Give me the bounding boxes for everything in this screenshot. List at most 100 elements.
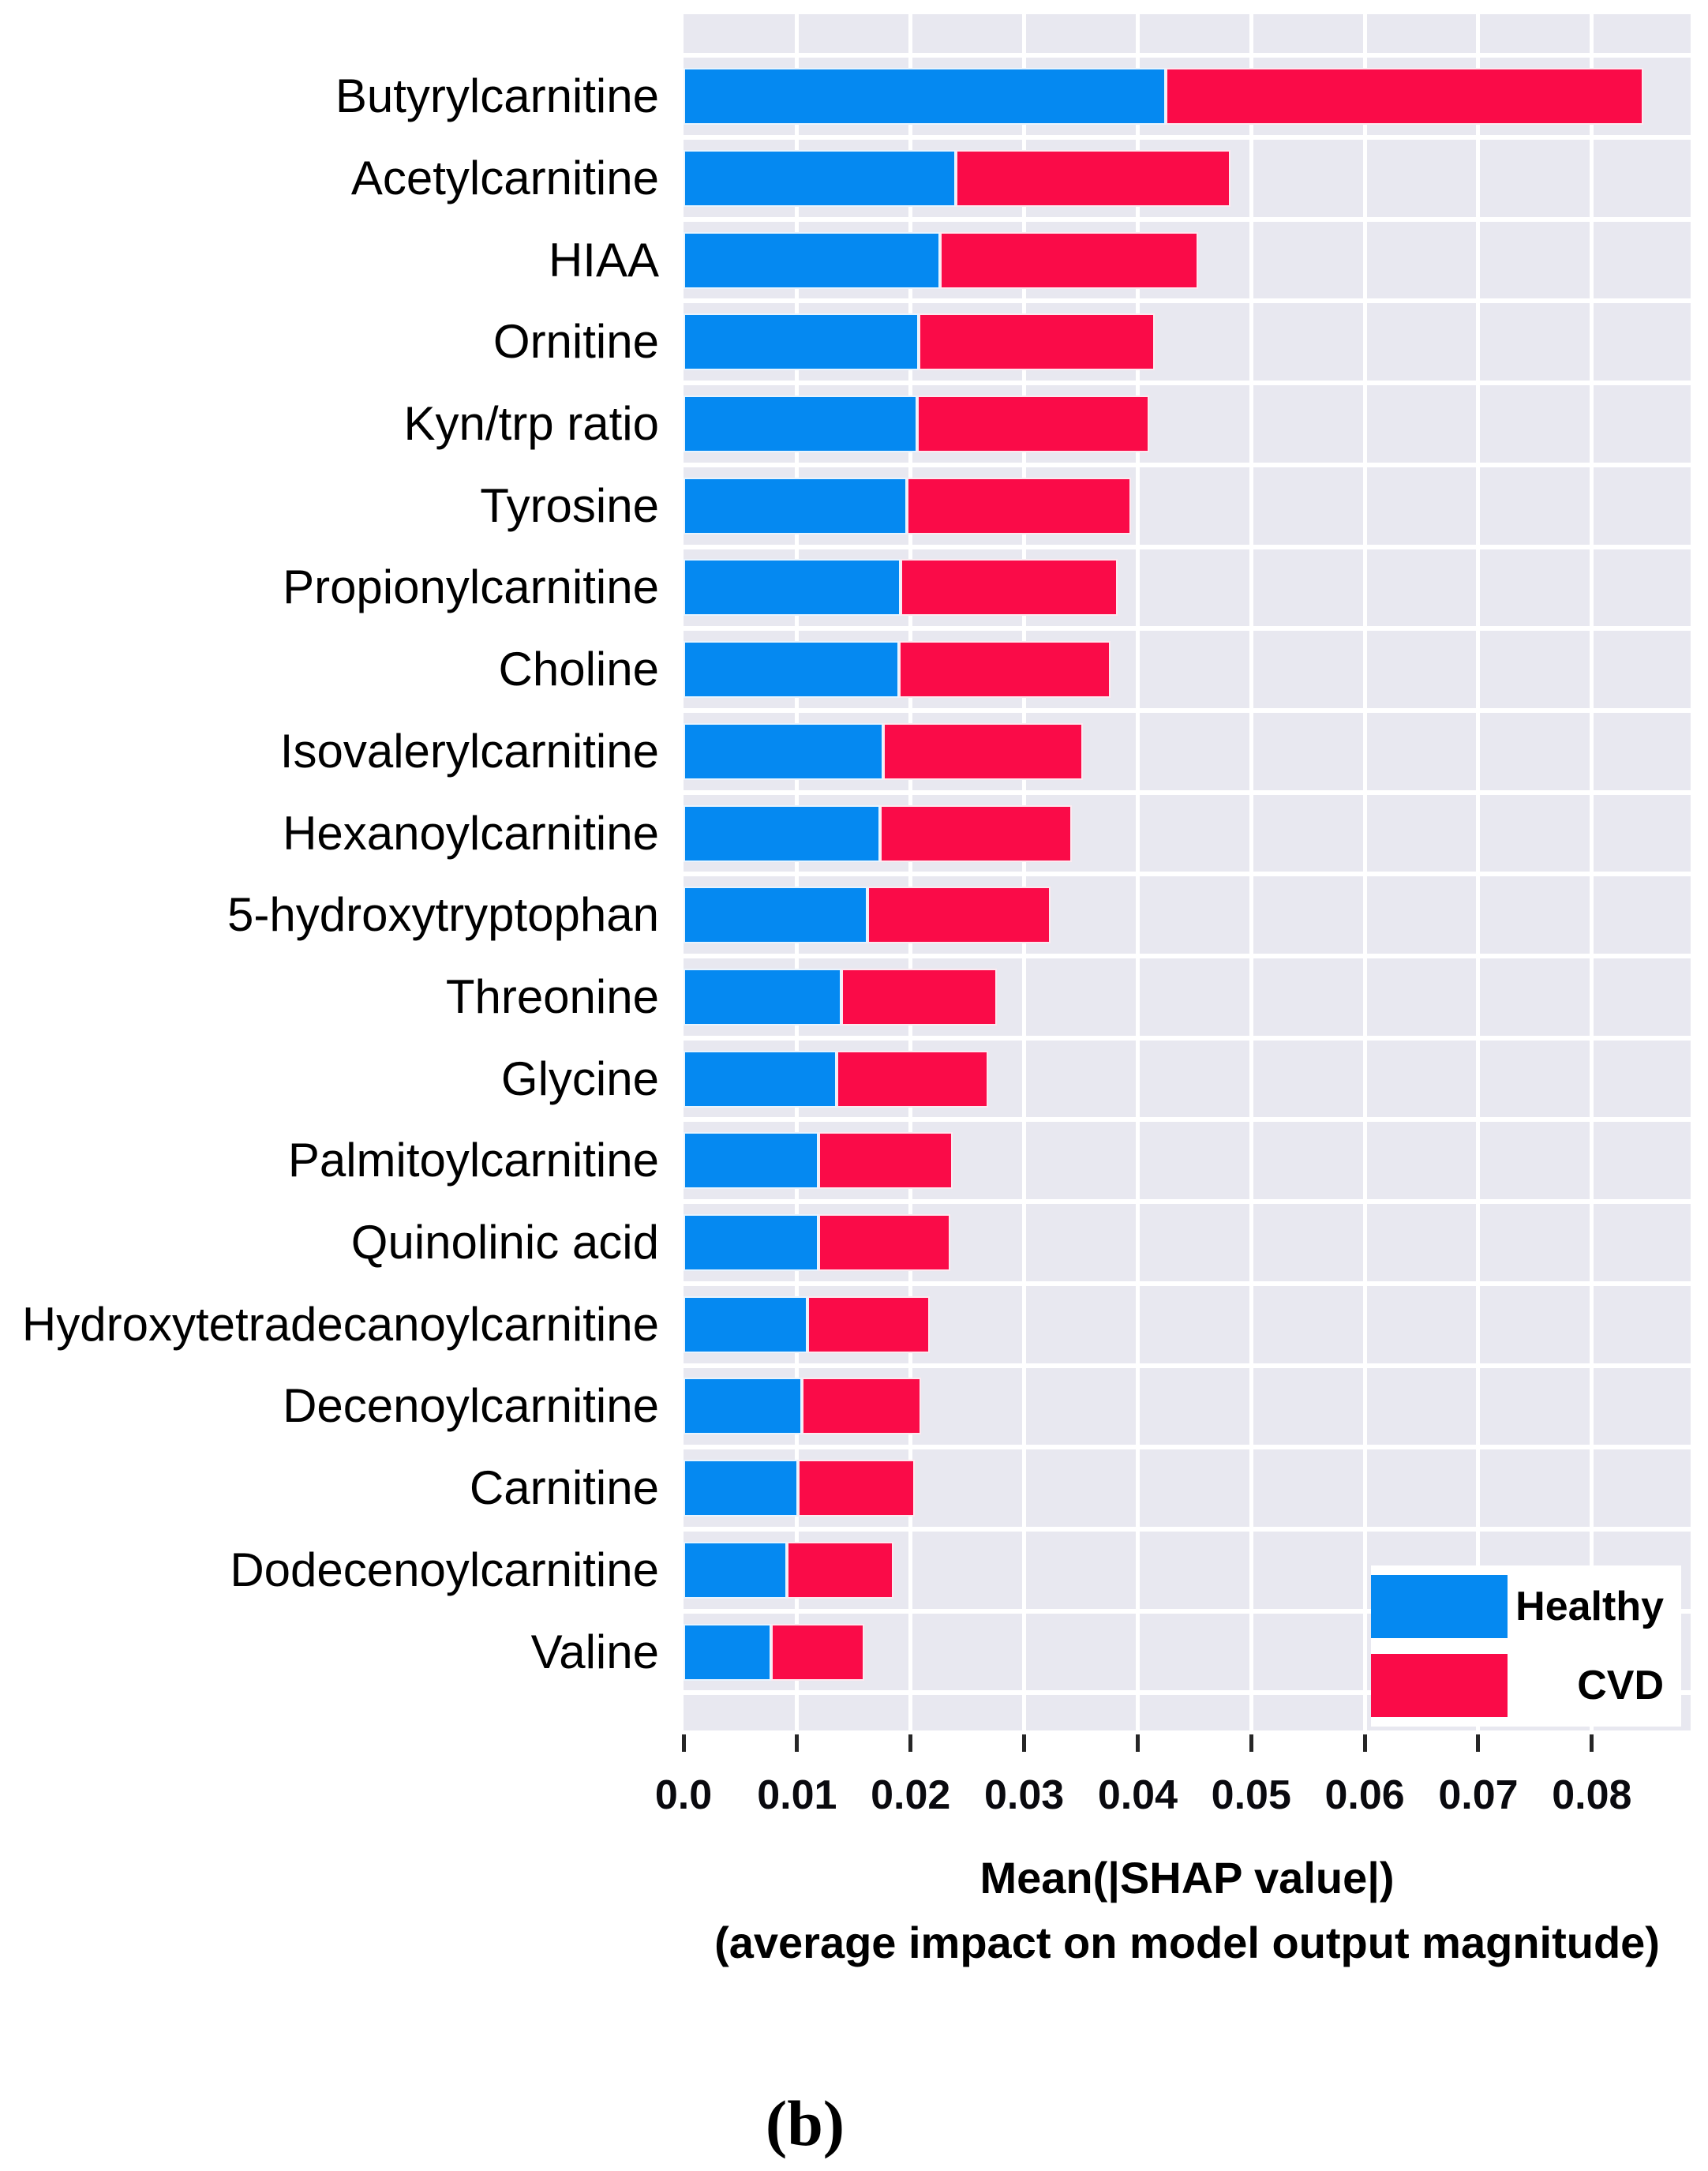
- row-gridline: [684, 462, 1691, 467]
- category-label: Palmitoylcarnitine: [287, 1134, 659, 1187]
- x-tick-mark: [681, 1734, 686, 1752]
- bar-segment-cvd: [818, 1132, 953, 1190]
- bar-segment-healthy: [684, 1295, 807, 1353]
- row-gridline: [684, 1280, 1691, 1286]
- category-label: Acetylcarnitine: [350, 151, 659, 204]
- x-axis-title-line1: Mean(|SHAP value|): [979, 1853, 1395, 1903]
- x-tick-label: 0.04: [1097, 1772, 1178, 1818]
- row-gridline: [684, 1445, 1691, 1450]
- x-tick-mark: [1135, 1734, 1140, 1752]
- category-label: Propionylcarnitine: [283, 561, 659, 614]
- category-label: Hydroxytetradecanoylcarnitine: [21, 1297, 659, 1351]
- category-label: Butyrylcarnitine: [335, 69, 659, 123]
- plot-area: [684, 14, 1691, 1730]
- category-label: Isovalerylcarnitine: [279, 724, 659, 778]
- row-gridline: [684, 954, 1691, 959]
- row-gridline: [684, 789, 1691, 795]
- bar-segment-healthy: [684, 968, 841, 1026]
- bar-segment-healthy: [684, 1132, 819, 1190]
- bar-segment-healthy: [684, 396, 918, 452]
- bar-segment-cvd: [801, 1378, 921, 1435]
- legend-entry-healthy: Healthy: [1371, 1575, 1681, 1638]
- x-tick-mark: [1590, 1734, 1594, 1752]
- x-axis-title-line2: (average impact on model output magnitud…: [714, 1918, 1660, 1967]
- category-label: Choline: [498, 643, 659, 696]
- row-gridline: [684, 1526, 1691, 1532]
- x-tick-label: 0.07: [1438, 1772, 1519, 1818]
- bar-segment-cvd: [918, 313, 1155, 371]
- category-label: Glycine: [500, 1052, 659, 1105]
- x-tick-mark: [1249, 1734, 1253, 1752]
- category-label: Quinolinic acid: [350, 1216, 659, 1269]
- row-gridline: [684, 544, 1691, 549]
- bar-segment-cvd: [798, 1460, 916, 1517]
- row-gridline: [684, 1117, 1691, 1123]
- bar-segment-healthy: [684, 641, 900, 699]
- category-label: Decenoylcarnitine: [283, 1379, 659, 1433]
- bar-segment-healthy: [684, 1214, 819, 1271]
- bar-segment-healthy: [684, 68, 1167, 126]
- bar-segment-cvd: [899, 641, 1111, 699]
- bar-segment-healthy: [684, 1460, 799, 1517]
- bar-segment-healthy: [684, 477, 908, 534]
- row-gridline: [684, 53, 1691, 58]
- bar-segment-cvd: [900, 559, 1118, 617]
- category-label: Hexanoylcarnitine: [283, 806, 659, 860]
- bar-segment-cvd: [940, 231, 1198, 289]
- x-tick-label: 0.0: [654, 1772, 713, 1818]
- bar-segment-cvd: [1166, 68, 1643, 126]
- bar-segment-cvd: [807, 1295, 931, 1353]
- bar-segment-healthy: [684, 149, 957, 207]
- row-gridline: [684, 298, 1691, 304]
- bar-segment-cvd: [917, 396, 1149, 452]
- bar-segment-healthy: [684, 1623, 771, 1681]
- bar-segment-cvd: [786, 1541, 894, 1599]
- row-gridline: [684, 1199, 1691, 1205]
- x-tick-label: 0.06: [1324, 1772, 1405, 1818]
- x-tick-label: 0.02: [871, 1772, 951, 1818]
- x-tick-label: 0.03: [983, 1772, 1065, 1818]
- row-gridline: [684, 1608, 1691, 1614]
- category-label: Kyn/trp ratio: [403, 397, 659, 450]
- category-label: Threonine: [445, 969, 659, 1023]
- bar-segment-healthy: [684, 559, 901, 617]
- row-gridline: [684, 1363, 1691, 1368]
- category-label: Dodecenoylcarnitine: [230, 1543, 659, 1596]
- figure-caption: (b): [765, 2087, 845, 2159]
- x-tick-label: 0.05: [1211, 1772, 1291, 1818]
- row-gridline: [684, 216, 1691, 222]
- bar-segment-cvd: [883, 722, 1084, 780]
- row-gridline: [684, 707, 1691, 713]
- bar-segment-cvd: [770, 1623, 864, 1681]
- bar-segment-healthy: [684, 1541, 787, 1599]
- row-gridline: [684, 1690, 1691, 1696]
- row-gridline: [684, 135, 1691, 141]
- bar-segment-healthy: [684, 231, 941, 289]
- category-label: 5-hydroxytryptophan: [227, 888, 659, 942]
- bar-segment-cvd: [907, 477, 1131, 534]
- bar-segment-cvd: [837, 1050, 988, 1108]
- legend-swatch-cvd: [1371, 1654, 1508, 1717]
- category-label: HIAA: [548, 233, 659, 287]
- bar-segment-cvd: [956, 149, 1231, 207]
- row-gridline: [684, 872, 1691, 877]
- bar-segment-cvd: [879, 804, 1072, 862]
- bar-segment-healthy: [684, 313, 919, 371]
- category-label: Ornitine: [493, 315, 659, 369]
- legend-label-healthy: Healthy: [1515, 1584, 1664, 1629]
- bar-segment-healthy: [684, 722, 884, 780]
- row-gridline: [684, 626, 1691, 632]
- bar-segment-healthy: [684, 887, 868, 944]
- row-gridline: [684, 381, 1691, 386]
- x-tick-label: 0.01: [757, 1772, 837, 1818]
- x-tick-mark: [1022, 1734, 1027, 1752]
- x-tick-mark: [1362, 1734, 1367, 1752]
- x-tick-mark: [1476, 1734, 1481, 1752]
- bar-segment-healthy: [684, 1050, 837, 1108]
- bar-segment-healthy: [684, 1378, 802, 1435]
- legend-entry-cvd: CVD: [1371, 1654, 1681, 1717]
- bar-segment-healthy: [684, 804, 880, 862]
- x-tick-label: 0.08: [1552, 1772, 1632, 1818]
- x-tick-mark: [908, 1734, 913, 1752]
